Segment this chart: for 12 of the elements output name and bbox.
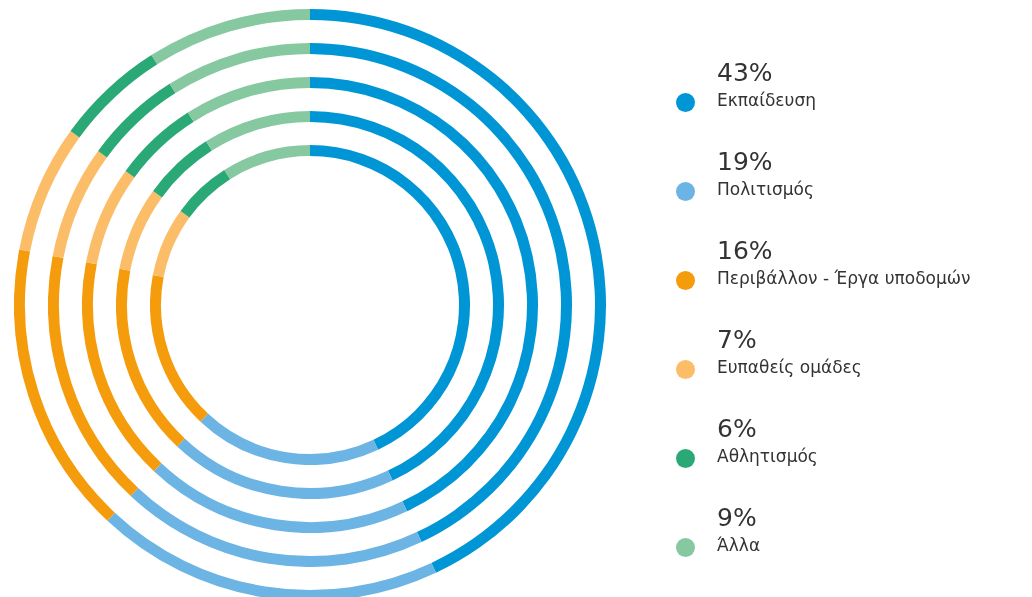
text: 7% [717, 325, 757, 354]
legend-label: Πολιτισμός [717, 178, 814, 201]
text: 9% [717, 503, 757, 532]
legend-label: Εκπαίδευση [717, 89, 816, 112]
legend-label: Αθλητισμός [717, 445, 818, 468]
text: 43% [717, 58, 773, 87]
text: 19% [717, 147, 773, 176]
legend-label: Περιβάλλον - Έργα υποδομών [717, 267, 971, 290]
text: 16% [717, 236, 773, 265]
legend-label: Ευπαθείς ομάδες [717, 356, 862, 379]
text: 6% [717, 414, 757, 443]
legend-label: Άλλα [717, 534, 761, 557]
